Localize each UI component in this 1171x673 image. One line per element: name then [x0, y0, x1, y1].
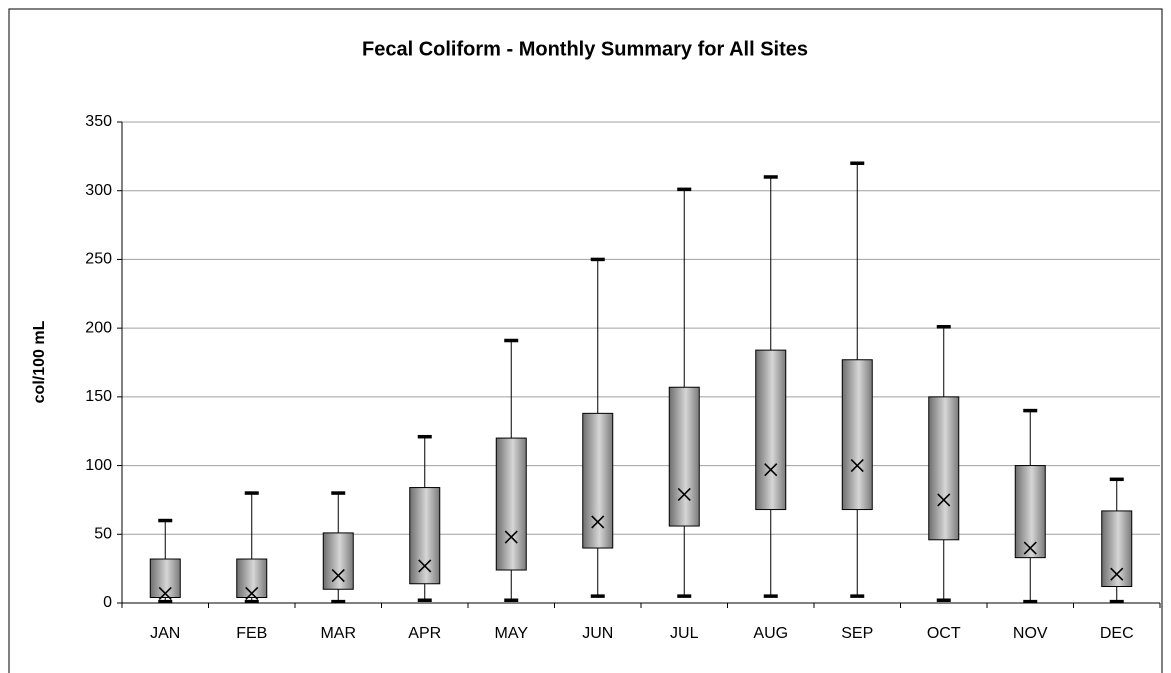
box [1014, 465, 1046, 559]
median-marker [1110, 567, 1124, 581]
median-marker [158, 586, 172, 600]
median-marker [245, 586, 259, 600]
median-stroke [591, 515, 605, 529]
median-marker [764, 463, 778, 477]
y-tick-label: 50 [94, 526, 112, 543]
median-marker [850, 459, 864, 473]
box [928, 396, 960, 541]
box [149, 558, 181, 599]
box [409, 487, 441, 585]
y-tick-label: 250 [85, 251, 112, 268]
x-tick-label: SEP [841, 625, 873, 642]
median-marker [677, 487, 691, 501]
x-tick-label: NOV [1013, 625, 1048, 642]
median-stroke [504, 530, 518, 544]
median-marker [1023, 541, 1037, 555]
y-tick-label: 200 [85, 319, 112, 336]
median-stroke [1110, 567, 1124, 581]
median-marker [504, 530, 518, 544]
y-tick-label: 150 [85, 388, 112, 405]
median-stroke [245, 586, 259, 600]
box [236, 558, 268, 599]
x-tick-label: OCT [927, 625, 961, 642]
median-stroke [418, 559, 432, 573]
median-stroke [158, 586, 172, 600]
x-tick-label: APR [408, 625, 441, 642]
median-marker [331, 568, 345, 583]
chart-frame [8, 8, 1163, 673]
box [668, 386, 700, 527]
x-tick-label: JAN [150, 625, 180, 642]
x-tick-label: JUL [670, 625, 699, 642]
y-tick-label: 300 [85, 182, 112, 199]
box [1101, 510, 1133, 588]
box [841, 359, 873, 511]
x-tick-label: DEC [1100, 625, 1134, 642]
median-marker [591, 515, 605, 529]
y-tick-label: 350 [85, 113, 112, 130]
median-stroke [937, 493, 951, 507]
median-stroke [1023, 541, 1037, 555]
y-tick-label: 0 [103, 594, 112, 611]
chart-title: Fecal Coliform - Monthly Summary for All… [362, 38, 808, 60]
median-stroke [850, 459, 864, 473]
median-stroke [677, 487, 691, 501]
median-marker [418, 559, 432, 573]
x-tick-label: FEB [236, 625, 267, 642]
x-tick-label: JUN [582, 625, 613, 642]
box [322, 532, 354, 590]
box [495, 437, 527, 571]
median-stroke [331, 568, 345, 583]
box [582, 412, 614, 549]
x-tick-label: MAY [495, 625, 529, 642]
median-stroke [764, 463, 778, 477]
box [755, 349, 787, 511]
x-tick-label: MAR [320, 625, 356, 642]
y-tick-label: 100 [85, 457, 112, 474]
y-axis-label: col/100 mL [31, 320, 48, 403]
median-marker [937, 493, 951, 507]
x-tick-label: AUG [753, 625, 788, 642]
